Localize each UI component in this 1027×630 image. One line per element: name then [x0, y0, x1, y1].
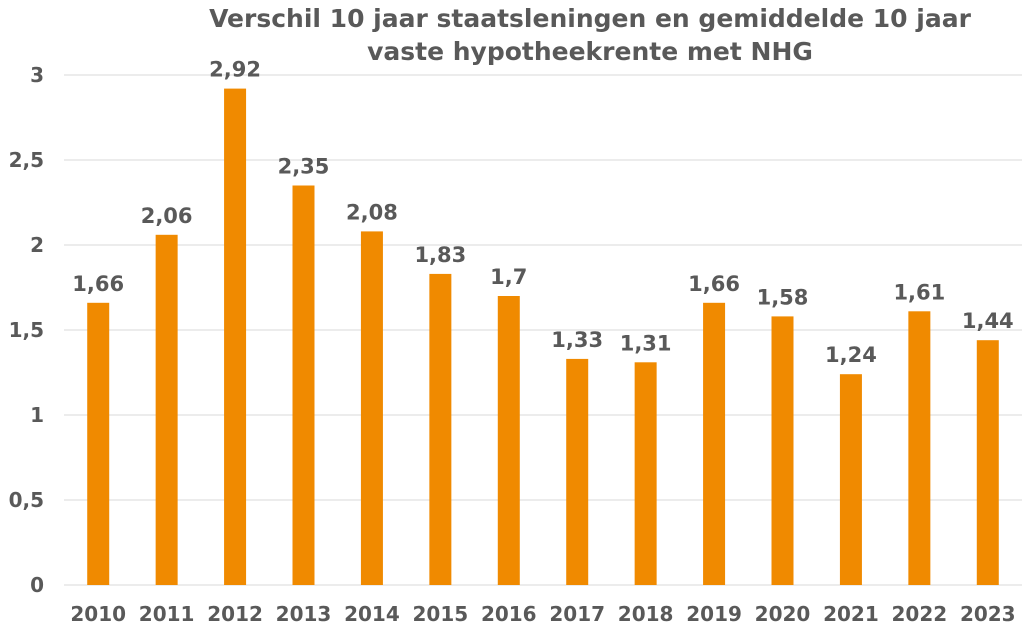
- data-label: 1,61: [893, 280, 945, 304]
- y-tick-label: 1,5: [9, 318, 44, 342]
- x-tick-label: 2022: [892, 602, 948, 626]
- chart-title: Verschil 10 jaar staatsleningen en gemid…: [150, 2, 1027, 68]
- x-tick-label: 2010: [70, 602, 126, 626]
- data-label: 1,83: [414, 243, 466, 267]
- data-label: 2,06: [141, 204, 193, 228]
- x-tick-label: 2023: [960, 602, 1016, 626]
- x-tick-label: 2020: [755, 602, 811, 626]
- x-tick-label: 2013: [276, 602, 332, 626]
- data-label: 2,08: [346, 200, 398, 224]
- bar: [976, 340, 999, 585]
- data-label: 1,44: [962, 309, 1014, 333]
- x-tick-label: 2018: [618, 602, 674, 626]
- chart-title-line-2: vaste hypotheekrente met NHG: [367, 37, 813, 66]
- data-label: 1,66: [688, 272, 740, 296]
- bar: [908, 311, 931, 585]
- y-tick-label: 3: [30, 63, 44, 87]
- x-tick-label: 2021: [823, 602, 879, 626]
- data-label: 1,33: [551, 328, 603, 352]
- bar: [771, 316, 794, 585]
- bar: [224, 88, 247, 585]
- data-label: 2,92: [209, 58, 261, 82]
- bar: [839, 374, 862, 585]
- data-label: 1,58: [757, 285, 809, 309]
- x-tick-label: 2011: [139, 602, 195, 626]
- data-label: 1,7: [490, 265, 527, 289]
- x-tick-label: 2019: [686, 602, 742, 626]
- bar: [497, 296, 520, 585]
- bar: [292, 185, 315, 585]
- x-tick-label: 2015: [413, 602, 469, 626]
- bar: [87, 302, 110, 585]
- data-label: 1,24: [825, 343, 877, 367]
- bar: [703, 302, 726, 585]
- y-tick-label: 2: [30, 233, 44, 257]
- y-tick-label: 0: [30, 573, 44, 597]
- x-tick-label: 2017: [549, 602, 605, 626]
- x-tick-label: 2016: [481, 602, 537, 626]
- y-tick-label: 1: [30, 403, 44, 427]
- x-tick-label: 2014: [344, 602, 400, 626]
- data-label: 1,31: [620, 331, 672, 355]
- bar: [634, 362, 657, 585]
- y-tick-label: 2,5: [9, 148, 44, 172]
- x-tick-label: 2012: [207, 602, 263, 626]
- bar: [429, 273, 452, 585]
- bar: [566, 358, 589, 585]
- data-label: 1,66: [72, 272, 124, 296]
- bar: [155, 234, 178, 586]
- y-tick-label: 0,5: [9, 488, 44, 512]
- chart-title-line-1: Verschil 10 jaar staatsleningen en gemid…: [209, 4, 971, 33]
- bar: [360, 231, 383, 585]
- data-label: 2,35: [278, 155, 330, 179]
